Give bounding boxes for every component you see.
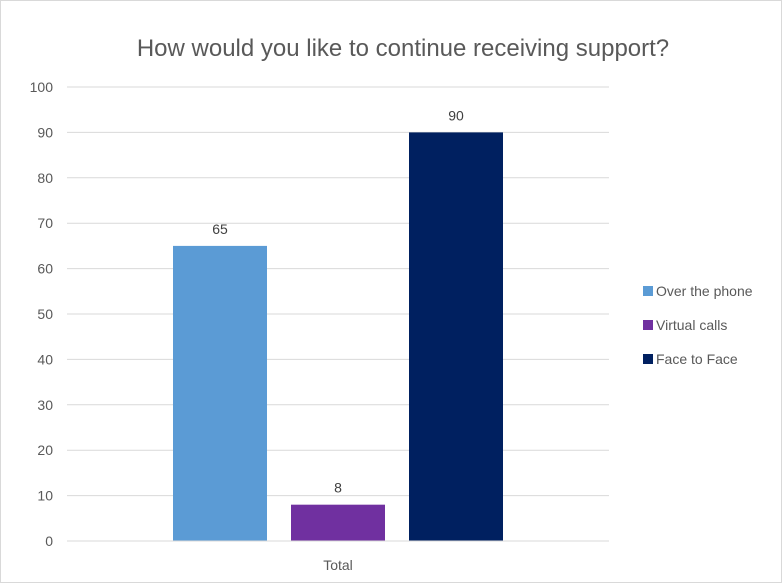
gridlines — [67, 86, 609, 497]
legend-label: Virtual calls — [656, 317, 727, 333]
legend: Over the phone Virtual calls Face to Face — [643, 283, 753, 367]
legend-swatch — [643, 354, 653, 364]
data-label: 90 — [448, 107, 464, 123]
y-tick-label: 30 — [37, 397, 53, 413]
legend-swatch — [643, 320, 653, 330]
bar — [291, 504, 385, 541]
y-tick-label: 10 — [37, 488, 53, 504]
x-axis: Total — [67, 540, 609, 573]
y-tick-label: 70 — [37, 215, 53, 231]
legend-swatch — [643, 286, 653, 296]
bars — [173, 132, 503, 541]
y-tick-label: 60 — [37, 261, 53, 277]
y-tick-label: 40 — [37, 351, 53, 367]
x-tick-label: Total — [323, 557, 353, 573]
chart-title: How would you like to continue receiving… — [137, 35, 669, 62]
data-label: 65 — [212, 221, 228, 237]
y-axis: 0 10 20 30 40 50 60 70 80 90 100 — [30, 79, 54, 549]
data-label: 8 — [334, 480, 342, 496]
data-labels: 65 8 90 — [212, 107, 464, 495]
y-tick-label: 0 — [45, 533, 53, 549]
legend-label: Over the phone — [656, 283, 753, 299]
bar — [173, 245, 267, 541]
y-tick-label: 100 — [30, 79, 54, 95]
y-tick-label: 50 — [37, 306, 53, 322]
y-tick-label: 90 — [37, 124, 53, 140]
y-tick-label: 80 — [37, 170, 53, 186]
bar — [409, 132, 503, 541]
y-tick-label: 20 — [37, 442, 53, 458]
legend-label: Face to Face — [656, 351, 738, 367]
